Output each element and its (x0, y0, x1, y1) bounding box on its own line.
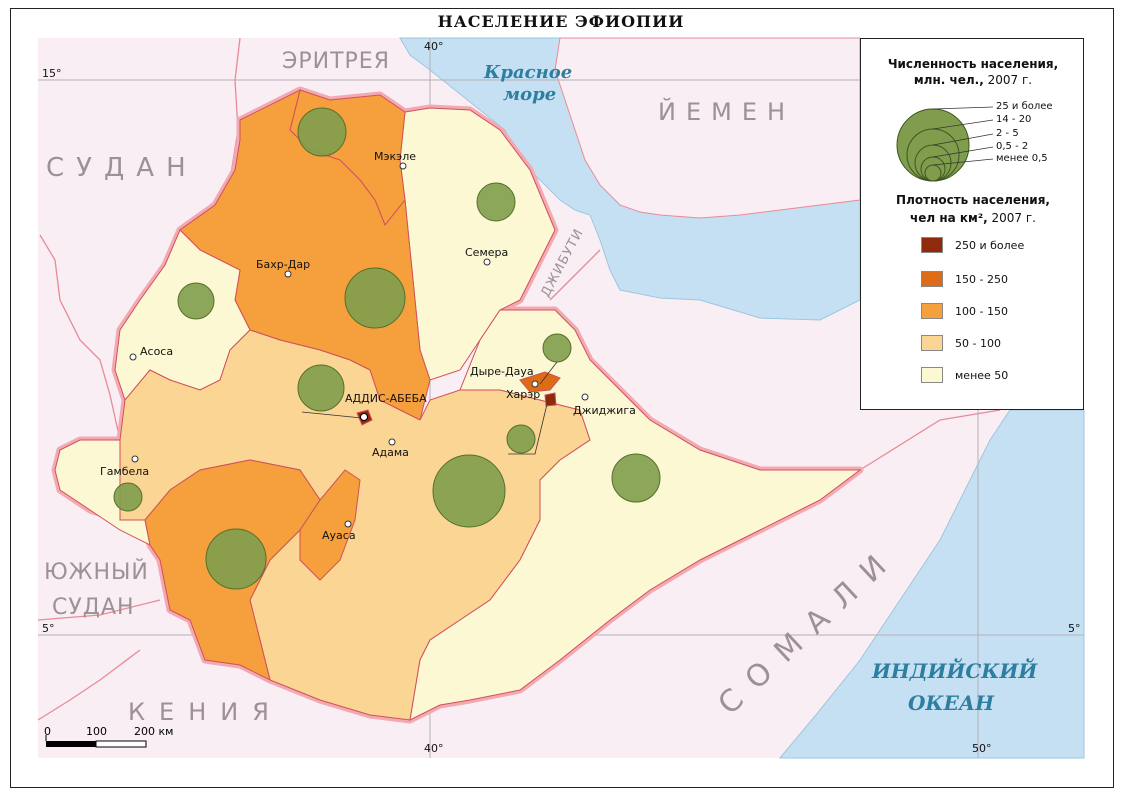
label-jijiga: Джиджига (573, 404, 636, 417)
coord-lon40-bottom: 40° (424, 742, 444, 755)
legend-size-circles (896, 106, 994, 182)
legend-density-label-0: 250 и более (955, 239, 1025, 252)
legend-density-title-2: чел на км², 2007 г. (910, 211, 1036, 225)
label-indian-2: ОКЕАН (908, 691, 995, 715)
legend-density-label-1: 150 - 250 (955, 273, 1008, 286)
pop-circle-harari (506, 424, 536, 454)
region-harari (544, 392, 557, 407)
marker-jijiga (581, 393, 589, 401)
label-gambela: Гамбела (100, 465, 149, 478)
marker-bahr-dar (284, 270, 292, 278)
label-red-sea-1: Красное (483, 62, 572, 83)
legend-density-title-1: Плотность населения, (896, 193, 1050, 207)
marker-adama (388, 438, 396, 446)
map-frame (10, 8, 1114, 788)
region-sidama (299, 469, 361, 581)
legend-pop-title-1: Численность населения, (887, 57, 1059, 71)
pop-circle-gambela (113, 482, 143, 512)
legend-density-label-2: 100 - 150 (955, 305, 1008, 318)
label-adama: Адама (372, 446, 409, 459)
pop-circle-amhara (344, 267, 406, 329)
pop-circle-snnpr (205, 528, 267, 590)
label-sudan: СУДАН (46, 153, 198, 183)
legend-size-label-4: менее 0,5 (996, 153, 1048, 164)
coord-lat15: 15° (42, 67, 62, 80)
pop-circle-benishangul (177, 282, 215, 320)
label-south-sudan-2: СУДАН (52, 595, 135, 620)
scale-label-100: 100 (86, 725, 107, 738)
legend-swatch-250plus (921, 237, 943, 253)
marker-asosa (129, 353, 137, 361)
yemen-land (554, 37, 861, 219)
scale-label-200: 200 км (134, 725, 174, 738)
pop-circle-afar (476, 182, 516, 222)
marker-dire-dawa (531, 380, 539, 388)
label-mekele: Мэкэле (374, 150, 416, 163)
density-regions (54, 89, 862, 721)
label-bahr-dar: Бахр-Дар (256, 258, 310, 271)
coord-lon40-top: 40° (424, 40, 444, 53)
scale-bar-graphic (45, 735, 147, 748)
label-eritrea: ЭРИТРЕЯ (282, 49, 390, 74)
pop-circle-tigray (297, 107, 347, 157)
legend-size-label-2: 2 - 5 (996, 128, 1019, 139)
legend-size-label-0: 25 и более (996, 101, 1053, 112)
scale-bar: 0 100 200 км (44, 725, 204, 755)
legend-pop-title-2: млн. чел., 2007 г. (913, 73, 1033, 87)
label-red-sea-2: море (503, 84, 556, 105)
marker-semera (483, 258, 491, 266)
city-markers (129, 162, 589, 528)
indian-ocean (778, 409, 1085, 759)
label-awasa: Ауаса (322, 529, 356, 542)
label-semera: Семера (465, 246, 508, 259)
legend-swatch-50-100 (921, 335, 943, 351)
coord-lat5-right: 5° (1068, 622, 1081, 635)
region-somali (409, 309, 862, 721)
map-title: НАСЕЛЕНИЕ ЭФИОПИИ (437, 12, 685, 31)
marker-mekele (399, 162, 407, 170)
population-circles (113, 107, 661, 590)
label-harar: Харэр (506, 388, 540, 401)
pop-circle-dire-dawa (542, 333, 572, 363)
label-dire-dawa: Дыре-Дауа (470, 365, 534, 378)
label-asosa: Асоса (140, 345, 173, 358)
marker-gambela (131, 455, 139, 463)
label-kenya: КЕНИЯ (128, 698, 283, 726)
pop-circle-addis (297, 364, 345, 412)
legend-swatch-lt50 (921, 367, 943, 383)
scale-label-0: 0 (44, 725, 51, 738)
legend-size-label-3: 0,5 - 2 (996, 141, 1029, 152)
leader-lines (301, 361, 558, 455)
legend-swatch-100-150 (921, 303, 943, 319)
marker-awasa (344, 520, 352, 528)
legend: Численность населения, млн. чел., 2007 г… (860, 38, 1084, 410)
region-dire-dawa (519, 371, 561, 393)
label-indian-1: ИНДИЙСКИЙ (871, 657, 1038, 683)
coord-lon50: 50° (972, 742, 992, 755)
legend-density-label-4: менее 50 (955, 369, 1009, 382)
label-yemen: ЙЕМЕН (658, 97, 795, 126)
pop-circle-somali (611, 453, 661, 503)
legend-density-label-3: 50 - 100 (955, 337, 1001, 350)
pop-circle-oromia (432, 454, 506, 528)
legend-size-label-1: 14 - 20 (996, 114, 1032, 125)
marker-addis (360, 413, 368, 421)
label-addis: АДДИС-АБЕБА (345, 392, 427, 405)
legend-swatch-150-250 (921, 271, 943, 287)
coord-lat5-left: 5° (42, 622, 55, 635)
label-south-sudan-1: ЮЖНЫЙ (44, 559, 149, 585)
